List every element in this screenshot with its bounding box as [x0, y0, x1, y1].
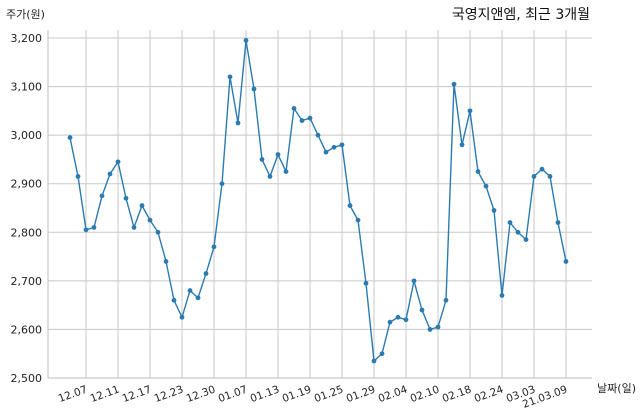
data-point: [419, 307, 425, 313]
data-point: [491, 208, 497, 213]
data-point: [227, 74, 233, 80]
data-point: [203, 271, 209, 276]
data-point: [315, 132, 321, 138]
y-tick-label: 2,700: [11, 275, 43, 288]
data-point: [163, 259, 169, 264]
data-point: [147, 217, 153, 223]
data-point: [139, 203, 145, 208]
data-point: [243, 38, 249, 43]
data-point: [363, 280, 369, 286]
data-point: [67, 135, 73, 140]
data-point: [259, 157, 265, 162]
x-tick-label: 12.17: [121, 384, 153, 406]
x-axis-ticks: 12.07 12.11 12.17 12.23 12.30 01.07 01.13 01.19…: [57, 383, 569, 410]
x-tick-label: 01.25: [313, 384, 345, 406]
data-point: [523, 237, 529, 242]
data-point: [483, 183, 489, 189]
data-point: [83, 227, 89, 233]
chart-title: 국영지앤엠, 최근 3개월: [451, 7, 590, 23]
data-point: [435, 324, 441, 330]
data-point: [427, 327, 433, 332]
data-point: [403, 317, 409, 323]
data-point: [235, 120, 241, 126]
data-point: [195, 295, 201, 301]
y-axis-ticks: 2,500 2,600 2,700 2,800 2,900 3,000 3,100 3,200: [11, 32, 43, 385]
data-point: [171, 297, 177, 303]
x-tick-label: 12.11: [89, 384, 121, 406]
data-point: [275, 152, 281, 157]
data-point: [395, 314, 401, 320]
data-point: [443, 297, 449, 303]
x-tick-label: 02.24: [473, 383, 506, 405]
data-point: [211, 244, 217, 250]
x-tick-label: 12.30: [185, 384, 217, 406]
x-tick-label: 02.18: [441, 384, 473, 406]
data-point: [179, 314, 185, 320]
data-point: [299, 118, 305, 123]
grid-lines: [47, 30, 592, 379]
data-point: [531, 174, 537, 179]
data-point: [155, 229, 161, 235]
data-point: [187, 288, 193, 293]
x-tick-label: 01.13: [249, 384, 281, 406]
data-point: [115, 159, 121, 165]
data-point: [251, 86, 257, 92]
data-point: [507, 220, 513, 225]
data-point: [307, 115, 313, 121]
data-point: [107, 171, 113, 177]
data-point: [323, 149, 329, 155]
data-point: [331, 144, 337, 150]
x-tick-label: 12.23: [153, 384, 185, 406]
data-point: [75, 174, 81, 179]
x-tick-label: 01.19: [281, 384, 313, 406]
data-point: [459, 142, 465, 148]
data-point: [475, 169, 481, 174]
y-tick-label: 2,600: [11, 323, 43, 336]
data-point: [355, 217, 361, 223]
y-axis-label: 주가(원): [6, 8, 45, 21]
x-axis-label: 날짜(일): [597, 382, 636, 395]
data-point: [555, 220, 561, 225]
data-point: [91, 225, 97, 230]
data-point: [547, 174, 553, 179]
data-point: [499, 293, 505, 298]
data-point: [379, 351, 385, 357]
data-point: [371, 358, 377, 364]
data-point: [123, 195, 129, 201]
data-point: [467, 108, 473, 114]
data-point: [347, 203, 353, 208]
x-tick-label: 02.04: [377, 383, 410, 405]
y-tick-label: 3,000: [11, 129, 43, 142]
x-tick-label: 02.10: [409, 384, 441, 406]
x-tick-label: 01.07: [217, 384, 249, 406]
data-point: [339, 142, 345, 148]
data-point: [219, 181, 225, 187]
series-line: [69, 40, 567, 363]
data-point: [563, 259, 569, 264]
data-point: [387, 319, 393, 325]
y-tick-label: 2,800: [11, 226, 43, 239]
data-point: [515, 229, 521, 235]
x-tick-label: 12.07: [57, 384, 89, 406]
data-point: [539, 166, 545, 172]
data-point: [131, 225, 137, 230]
data-point: [451, 81, 457, 87]
price-series: [67, 38, 569, 364]
x-tick-label: 01.29: [345, 384, 377, 406]
y-tick-label: 3,200: [11, 32, 43, 45]
data-point: [99, 193, 105, 199]
data-point: [291, 106, 297, 111]
y-tick-label: 2,900: [11, 178, 43, 191]
data-point: [411, 278, 417, 284]
data-point: [283, 169, 289, 174]
y-tick-label: 2,500: [11, 372, 43, 385]
y-tick-label: 3,100: [11, 81, 43, 94]
data-point: [267, 174, 273, 179]
